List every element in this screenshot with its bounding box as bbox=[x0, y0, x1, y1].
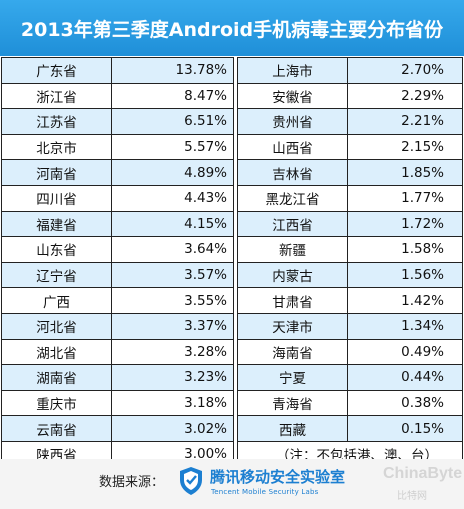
province-cell: 吉林省 bbox=[237, 159, 348, 186]
province-cell: 湖北省 bbox=[1, 338, 112, 366]
province-cell: 广东省 bbox=[1, 57, 112, 84]
value-cell: 2.21% bbox=[347, 108, 463, 135]
table-row: 云南省 3.02% 西藏 0.15% bbox=[1, 415, 463, 442]
province-cell: 四川省 bbox=[1, 184, 112, 212]
table-row: 江苏省 6.51% 贵州省 2.21% bbox=[1, 108, 463, 135]
province-cell: 黑龙江省 bbox=[237, 184, 348, 212]
value-cell: 2.70% bbox=[347, 57, 463, 84]
province-cell: 浙江省 bbox=[1, 82, 112, 110]
value-cell: 1.85% bbox=[347, 159, 463, 186]
value-cell: 1.42% bbox=[347, 287, 463, 314]
value-cell: 8.47% bbox=[111, 82, 234, 110]
province-cell: 上海市 bbox=[237, 57, 348, 84]
province-cell: 江苏省 bbox=[1, 108, 112, 135]
province-cell: 广西 bbox=[1, 287, 112, 314]
province-cell: 重庆市 bbox=[1, 389, 112, 417]
value-cell: 3.18% bbox=[111, 389, 234, 417]
value-cell: 13.78% bbox=[111, 57, 234, 84]
table-row: 辽宁省 3.57% 内蒙古 1.56% bbox=[1, 261, 463, 289]
value-cell: 4.89% bbox=[111, 159, 234, 186]
province-cell: 安徽省 bbox=[237, 82, 348, 110]
table-row: 北京市 5.57% 山西省 2.15% bbox=[1, 133, 463, 161]
value-cell: 3.02% bbox=[111, 415, 234, 442]
table-row: 广东省 13.78% 上海市 2.70% bbox=[1, 57, 463, 84]
watermark-logo: ChinaByte bbox=[383, 465, 463, 482]
table-row: 广西 3.55% 甘肃省 1.42% bbox=[1, 287, 463, 314]
data-table: 广东省 13.78% 上海市 2.70% 浙江省 8.47% 安徽省 2.29% 江苏省 6.51… bbox=[1, 57, 463, 468]
watermark-sub: 比特网 bbox=[397, 491, 427, 502]
province-cell: 海南省 bbox=[237, 338, 348, 366]
province-cell: 新疆 bbox=[237, 236, 348, 263]
chart-title: 2013年第三季度Android手机病毒主要分布省份 bbox=[0, 0, 464, 56]
province-cell: 北京市 bbox=[1, 133, 112, 161]
province-cell: 青海省 bbox=[237, 389, 348, 417]
value-cell: 1.77% bbox=[347, 184, 463, 212]
province-cell: 内蒙古 bbox=[237, 261, 348, 289]
value-cell: 6.51% bbox=[111, 108, 234, 135]
province-cell: 云南省 bbox=[1, 415, 112, 442]
value-cell: 3.64% bbox=[111, 236, 234, 263]
province-cell: 天津市 bbox=[237, 312, 348, 340]
table-row: 四川省 4.43% 黑龙江省 1.77% bbox=[1, 184, 463, 212]
province-cell: 宁夏 bbox=[237, 364, 348, 391]
table-row: 重庆市 3.18% 青海省 0.38% bbox=[1, 389, 463, 417]
table-row: 河南省 4.89% 吉林省 1.85% bbox=[1, 159, 463, 186]
province-cell: 河北省 bbox=[1, 312, 112, 340]
value-cell: 0.49% bbox=[347, 338, 463, 366]
lab-name: 腾讯移动安全实验室 bbox=[210, 468, 346, 486]
source-label: 数据来源： bbox=[99, 475, 165, 490]
value-cell: 4.15% bbox=[111, 210, 234, 238]
province-cell: 山东省 bbox=[1, 236, 112, 263]
table-body: 广东省 13.78% 上海市 2.70% 浙江省 8.47% 安徽省 2.29% 江苏省 6.51… bbox=[1, 57, 463, 468]
province-cell: 江西省 bbox=[237, 210, 348, 238]
province-cell: 山西省 bbox=[237, 133, 348, 161]
value-cell: 0.44% bbox=[347, 364, 463, 391]
value-cell: 3.28% bbox=[111, 338, 234, 366]
value-cell: 0.38% bbox=[347, 389, 463, 417]
province-cell: 湖南省 bbox=[1, 364, 112, 391]
table-row: 山东省 3.64% 新疆 1.58% bbox=[1, 236, 463, 263]
value-cell: 3.37% bbox=[111, 312, 234, 340]
value-cell: 5.57% bbox=[111, 133, 234, 161]
province-cell: 贵州省 bbox=[237, 108, 348, 135]
province-cell: 甘肃省 bbox=[237, 287, 348, 314]
province-cell: 西藏 bbox=[237, 415, 348, 442]
lab-name-en: Tencent Mobile Security Labs bbox=[211, 488, 319, 496]
table-row: 河北省 3.37% 天津市 1.34% bbox=[1, 312, 463, 340]
shield-icon bbox=[180, 467, 202, 495]
table-row: 湖北省 3.28% 海南省 0.49% bbox=[1, 338, 463, 366]
footer: 数据来源： 腾讯移动安全实验室 Tencent Mobile Security … bbox=[0, 459, 464, 509]
value-cell: 1.72% bbox=[347, 210, 463, 238]
value-cell: 1.56% bbox=[347, 261, 463, 289]
province-cell: 辽宁省 bbox=[1, 261, 112, 289]
value-cell: 0.15% bbox=[347, 415, 463, 442]
value-cell: 3.57% bbox=[111, 261, 234, 289]
table-row: 福建省 4.15% 江西省 1.72% bbox=[1, 210, 463, 238]
value-cell: 4.43% bbox=[111, 184, 234, 212]
value-cell: 2.29% bbox=[347, 82, 463, 110]
province-cell: 河南省 bbox=[1, 159, 112, 186]
value-cell: 1.58% bbox=[347, 236, 463, 263]
value-cell: 3.55% bbox=[111, 287, 234, 314]
table-row: 浙江省 8.47% 安徽省 2.29% bbox=[1, 82, 463, 110]
province-cell: 福建省 bbox=[1, 210, 112, 238]
table-row: 湖南省 3.23% 宁夏 0.44% bbox=[1, 364, 463, 391]
value-cell: 3.23% bbox=[111, 364, 234, 391]
value-cell: 1.34% bbox=[347, 312, 463, 340]
value-cell: 2.15% bbox=[347, 133, 463, 161]
